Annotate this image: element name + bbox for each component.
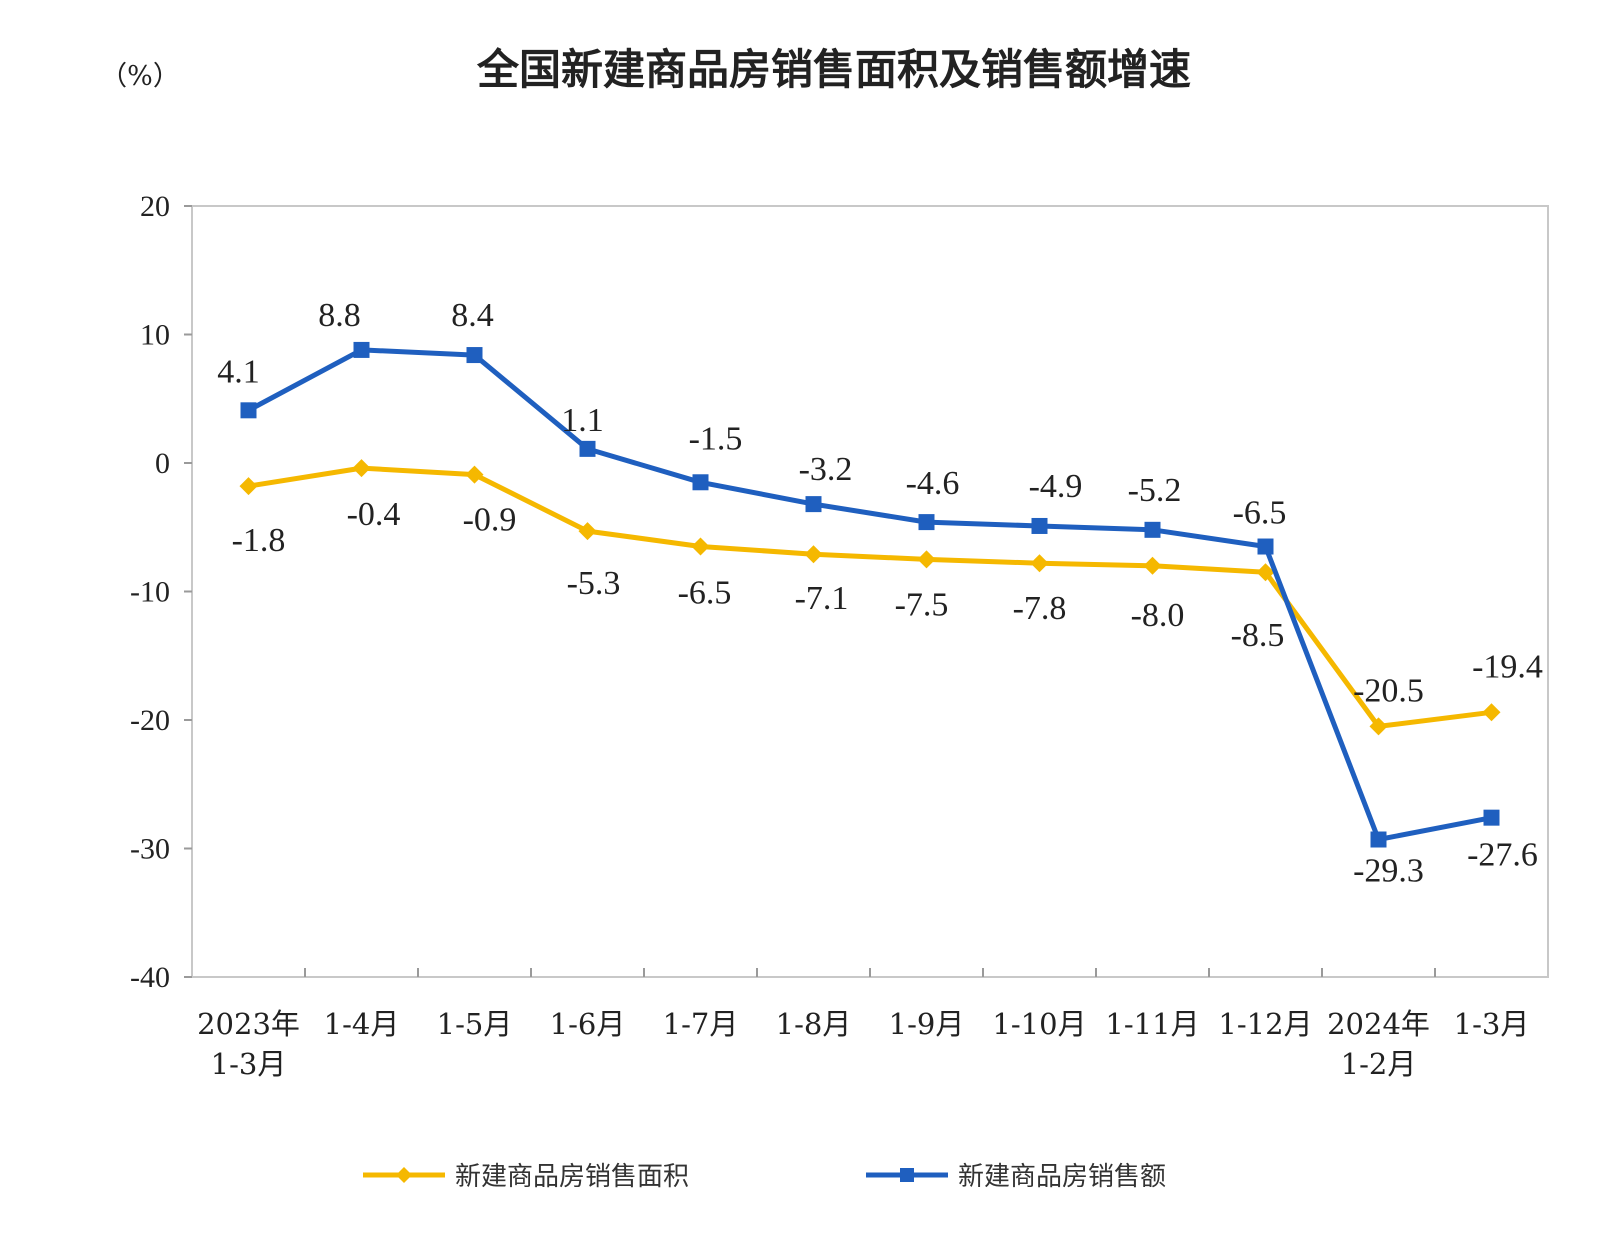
data-point-square [466,347,483,364]
data-point-diamond [1482,703,1501,722]
data-point-square [805,496,822,513]
data-label: -3.2 [799,451,853,488]
data-point-square [1483,809,1500,826]
data-point-diamond [465,465,484,484]
x-tick-label: 1-8月 [776,1007,852,1041]
data-label: -7.1 [795,580,849,617]
data-point-square [692,474,709,491]
series-line-2 [246,347,1494,842]
legend-marker-square [900,1168,914,1182]
data-label: -0.4 [347,496,401,533]
x-tick-label: 2023年 [197,1007,300,1041]
y-tick-label: 10 [140,319,170,352]
x-tick-label: 1-6月 [550,1007,626,1041]
legend-marker-diamond [396,1167,412,1183]
x-tick-label: 1-12月 [1218,1007,1312,1041]
y-tick-label: 20 [140,190,170,223]
x-tick-label: 1-4月 [324,1007,400,1041]
x-tick-label: 1-5月 [437,1007,513,1041]
x-tick-label: 2024年 [1327,1007,1430,1041]
data-label: 8.8 [318,297,361,334]
data-point-diamond [804,545,823,564]
data-label: -20.5 [1353,672,1424,709]
y-tick-label: -20 [130,704,170,737]
data-label: 1.1 [561,402,604,439]
data-label: -5.3 [567,565,621,602]
axes: 20 10 0 -10 -20 -30 -40 2023年 1-3月 1-4月 1-5月 1-6月 1-… [130,190,1529,1081]
data-label: -7.8 [1013,590,1067,627]
chart-title: 全国新建商品房销售面积及销售额增速 [476,45,1191,94]
data-label: -29.3 [1353,853,1424,890]
data-point-square [1031,517,1048,534]
data-point-square [240,402,257,419]
x-tick-label: 1-9月 [889,1007,965,1041]
data-point-square [1370,831,1387,848]
data-label: -4.6 [906,465,960,502]
data-label: -7.5 [895,586,949,623]
x-tick-label: 1-3月 [1454,1007,1530,1041]
x-tick-label: 1-11月 [1105,1007,1199,1041]
data-point-square [579,440,596,457]
data-label: -0.9 [463,502,517,539]
x-tick-label: 1-10月 [992,1007,1086,1041]
x-tick-label: 1-2月 [1341,1047,1417,1081]
y-tick-label: -30 [130,833,170,866]
y-tick-label: -10 [130,576,170,609]
data-label: -5.2 [1128,472,1182,509]
series-layer [239,341,1501,848]
data-point-diamond [239,477,258,496]
data-label: -6.5 [678,575,732,612]
data-labels: -1.8 -0.4 -0.9 -5.3 -6.5 -7.1 -7.5 -7.8 -8.0 -8.5… [217,297,1543,890]
data-label: -6.5 [1233,495,1287,532]
x-tick-label: 1-3月 [211,1047,287,1081]
series-line-1 [246,465,1494,729]
plot-area-frame [191,205,1549,978]
x-tick-label: 1-7月 [663,1007,739,1041]
data-point-diamond [691,537,710,556]
data-label: 8.4 [451,297,494,334]
legend-label: 新建商品房销售面积 [455,1162,689,1192]
data-point-square [353,341,370,358]
data-label: -1.8 [232,522,286,559]
data-label: -8.5 [1231,617,1285,654]
y-axis-unit-label: （%） [100,61,180,92]
y-tick-label: -40 [130,961,170,994]
data-point-square [1257,538,1274,555]
data-point-square [1144,521,1161,538]
y-tick-label: 0 [155,447,170,480]
data-point-diamond [1256,563,1275,582]
legend-label: 新建商品房销售额 [958,1162,1166,1192]
legend: 新建商品房销售面积 新建商品房销售额 [363,1162,1166,1192]
data-label: -4.9 [1029,468,1083,505]
data-point-diamond [1030,554,1049,573]
data-point-diamond [352,459,371,478]
data-point-diamond [1369,717,1388,736]
data-point-diamond [1143,556,1162,575]
data-label: -19.4 [1472,648,1543,685]
data-label: -27.6 [1467,837,1538,874]
data-label: -1.5 [689,420,743,457]
data-point-diamond [917,550,936,569]
data-label: -8.0 [1131,597,1185,634]
data-point-square [918,514,935,531]
data-point-diamond [578,522,597,541]
data-label: 4.1 [217,353,260,390]
